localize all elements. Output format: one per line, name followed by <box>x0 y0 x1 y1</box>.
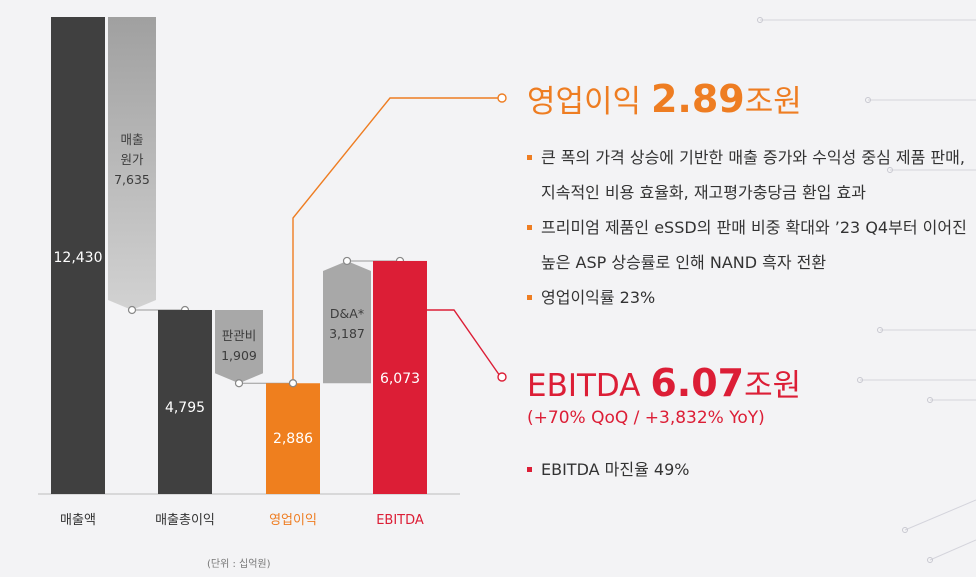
category-label: EBITDA <box>376 513 424 528</box>
ebitda-title: EBITDA 6.07조원 <box>527 360 801 405</box>
operating-profit-bullets: 큰 폭의 가격 상승에 기반한 매출 증가와 수익성 중심 제품 판매, 지속적… <box>527 140 967 315</box>
decorative-node <box>757 17 763 23</box>
category-label: 매출액 <box>60 513 96 528</box>
ebitda-label: EBITDA <box>527 368 641 404</box>
bar-0 <box>51 17 105 494</box>
unit-label: (단위 : 십억원) <box>207 559 271 570</box>
operating-profit-value: 2.89 <box>650 77 745 121</box>
bar-1 <box>158 309 212 494</box>
ebitda-change: (+70% QoQ / +3,832% YoY) <box>527 408 765 428</box>
decorative-node <box>857 377 863 383</box>
chart-bars <box>38 17 460 495</box>
bridge-2 <box>323 260 371 384</box>
connector-dot <box>288 379 298 388</box>
decorative-node <box>877 327 883 333</box>
bullet-item: 프리미엄 제품인 eSSD의 판매 비중 확대와 ’23 Q4부터 이어진 높은… <box>527 210 967 280</box>
operating-profit-connector <box>292 97 500 384</box>
bridge-label: 원가 <box>120 152 144 167</box>
bridge-label: D&A* <box>330 306 364 321</box>
bridge-dot <box>127 305 137 315</box>
bridge-1 <box>215 309 263 384</box>
bar-3 <box>373 260 427 494</box>
decorative-node <box>865 97 871 103</box>
bridge-label: 매출 <box>120 132 143 147</box>
operating-profit-label: 영업이익 <box>527 84 642 120</box>
bridge-dot <box>234 379 244 388</box>
ebitda-unit: 조원 <box>744 368 802 404</box>
bridge-label: 판관비 <box>222 328 257 343</box>
decorative-node <box>887 167 893 173</box>
decorative-node <box>902 527 908 533</box>
decorative-node <box>927 397 933 403</box>
bullet-item: EBITDA 마진율 49% <box>527 452 967 487</box>
bar-value-label: 12,430 <box>54 250 103 266</box>
bridge-label: 1,909 <box>221 348 257 363</box>
operating-profit-title: 영업이익 2.89조원 <box>527 76 802 121</box>
connector-dot <box>497 93 507 103</box>
bullet-item: 큰 폭의 가격 상승에 기반한 매출 증가와 수익성 중심 제품 판매, 지속적… <box>527 140 967 210</box>
ebitda-bullets: EBITDA 마진율 49% <box>527 452 967 487</box>
bar-value-label: 4,795 <box>165 400 205 416</box>
bridge-dot <box>342 256 352 266</box>
decorative-lines <box>757 17 976 563</box>
callout-connectors <box>288 93 507 388</box>
bridge-label: 7,635 <box>114 172 150 187</box>
category-label: 매출총이익 <box>155 513 215 528</box>
bullet-item: 영업이익률 23% <box>527 280 967 315</box>
decorative-node <box>927 557 933 563</box>
bar-value-label: 2,886 <box>273 431 313 447</box>
ebitda-connector <box>427 309 501 377</box>
category-label: 영업이익 <box>269 513 317 528</box>
operating-profit-unit: 조원 <box>744 84 802 120</box>
bridge-0 <box>108 17 156 310</box>
bridge-label: 3,187 <box>329 326 365 341</box>
connector-dot <box>497 372 507 382</box>
bar-2 <box>266 383 320 494</box>
decorative-line <box>929 539 976 561</box>
decorative-line <box>904 499 976 531</box>
bar-value-label: 6,073 <box>380 371 420 387</box>
ebitda-value: 6.07 <box>650 361 745 405</box>
bridge-arrows <box>108 17 405 388</box>
